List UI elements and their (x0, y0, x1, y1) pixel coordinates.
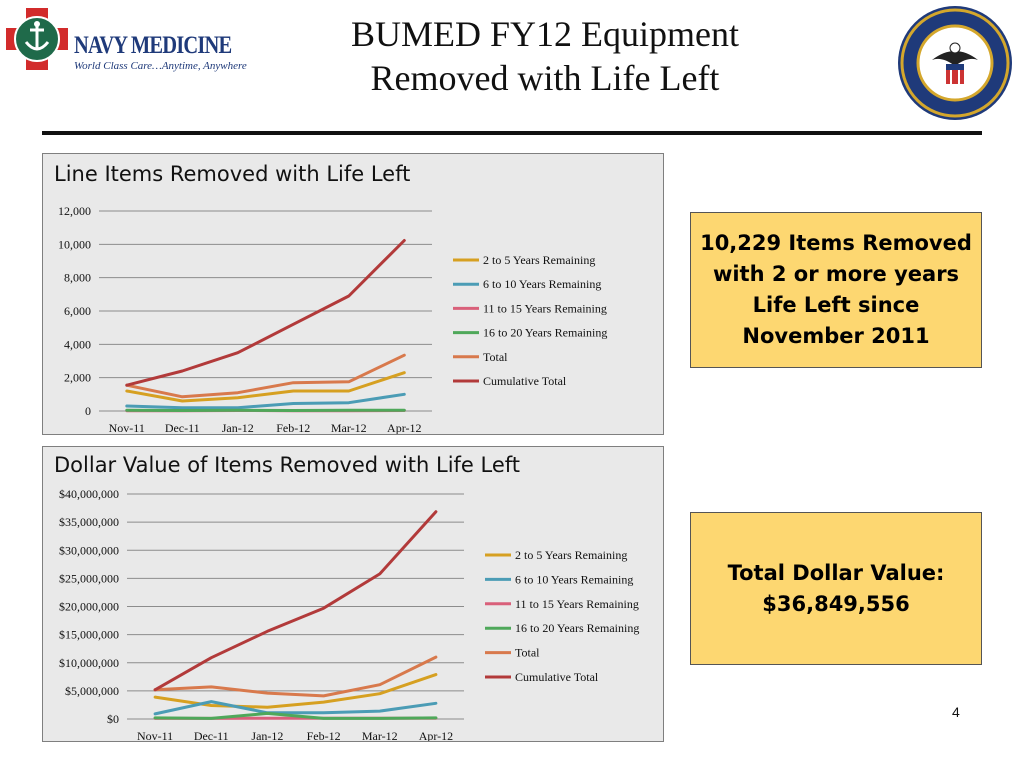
y-tick-label: $0 (107, 712, 119, 726)
series-line-cumulative-total (125, 239, 406, 387)
y-tick-label: $40,000,000 (59, 487, 119, 501)
legend-item-11-to-15-years-remaining: 11 to 15 Years Remaining (515, 597, 639, 611)
dollar-value-chart-panel: Dollar Value of Items Removed with Life … (42, 446, 664, 742)
total-dollar-callout: Total Dollar Value: $36,849,556 (690, 512, 982, 665)
legend-item-16-to-20-years-remaining: 16 to 20 Years Remaining (483, 326, 607, 340)
bumed-seal-icon (898, 6, 1012, 120)
y-tick-label: 2,000 (64, 371, 91, 385)
y-tick-label: 6,000 (64, 304, 91, 318)
y-tick-label: $20,000,000 (59, 600, 119, 614)
series-line-6-to-10-years-remaining (125, 392, 406, 410)
x-tick-label: Feb-12 (276, 421, 310, 434)
x-tick-label: Apr-12 (419, 729, 453, 741)
logo-tagline: World Class Care…Anytime, Anywhere (74, 60, 247, 72)
y-tick-label: $15,000,000 (59, 628, 119, 642)
x-tick-label: Jan-12 (251, 729, 283, 741)
x-tick-label: Feb-12 (307, 729, 341, 741)
line-items-chart-panel: Line Items Removed with Life Left 0 2,000… (42, 153, 664, 435)
y-tick-label: $35,000,000 (59, 515, 119, 529)
line-items-chart: 0 2,000 4,000 6,000 8,000 10,000 12,000 Nov-11 D… (58, 204, 607, 434)
x-tick-label: Nov-11 (109, 421, 145, 434)
y-tick-label: 4,000 (64, 337, 91, 351)
x-tick-label: Dec-11 (194, 729, 229, 741)
page-title-line2: Removed with Life Left (370, 58, 720, 98)
legend-item-total: Total (515, 646, 540, 660)
x-tick-label: Nov-11 (137, 729, 173, 741)
y-tick-label: $25,000,000 (59, 571, 119, 585)
page-number: 4 (952, 704, 960, 720)
page-title-line1: BUMED FY12 Equipment (350, 14, 739, 54)
page-title: BUMED FY12 Equipment Removed with Life L… (220, 12, 870, 100)
dollar-value-chart: $0 $5,000,000 $10,000,000 $15,000,000 $20,00… (59, 487, 639, 741)
legend-item-2-to-5-years-remaining: 2 to 5 Years Remaining (483, 253, 595, 267)
y-tick-label: $30,000,000 (59, 543, 119, 557)
series-line-cumulative-total (153, 510, 438, 692)
series-line-2-to-5-years-remaining (125, 371, 406, 403)
legend-item-2-to-5-years-remaining: 2 to 5 Years Remaining (515, 548, 627, 562)
navy-medicine-logo: NAVY MEDICINE World Class Care…Anytime, … (4, 6, 247, 74)
series-line-16-to-20-years-remaining (153, 711, 438, 720)
title-divider (42, 131, 982, 135)
items-removed-callout: 10,229 Items Removed with 2 or more year… (690, 212, 982, 368)
y-tick-label: $10,000,000 (59, 656, 119, 670)
series-line-total (153, 655, 438, 698)
x-tick-label: Jan-12 (222, 421, 254, 434)
legend-item-cumulative-total: Cumulative Total (515, 670, 599, 684)
y-tick-label: 8,000 (64, 271, 91, 285)
legend-item-6-to-10-years-remaining: 6 to 10 Years Remaining (483, 277, 601, 291)
navy-medicine-emblem-icon (6, 8, 68, 70)
logo-name: NAVY MEDICINE (74, 32, 232, 59)
x-tick-label: Mar-12 (331, 421, 367, 434)
legend-item-11-to-15-years-remaining: 11 to 15 Years Remaining (483, 301, 607, 315)
y-tick-label: $5,000,000 (65, 684, 119, 698)
y-tick-label: 12,000 (58, 204, 91, 218)
y-tick-label: 0 (85, 404, 91, 418)
series-line-6-to-10-years-remaining (153, 700, 438, 716)
legend-item-total: Total (483, 350, 508, 364)
legend-item-cumulative-total: Cumulative Total (483, 374, 567, 388)
legend-item-16-to-20-years-remaining: 16 to 20 Years Remaining (515, 621, 639, 635)
series-line-total (125, 353, 406, 399)
x-tick-label: Mar-12 (362, 729, 398, 741)
x-tick-label: Dec-11 (165, 421, 200, 434)
y-tick-label: 10,000 (58, 237, 91, 251)
line-items-chart-title: Line Items Removed with Life Left (54, 162, 411, 186)
x-tick-label: Apr-12 (387, 421, 421, 434)
legend-item-6-to-10-years-remaining: 6 to 10 Years Remaining (515, 572, 633, 586)
dollar-value-chart-title: Dollar Value of Items Removed with Life … (54, 453, 521, 477)
